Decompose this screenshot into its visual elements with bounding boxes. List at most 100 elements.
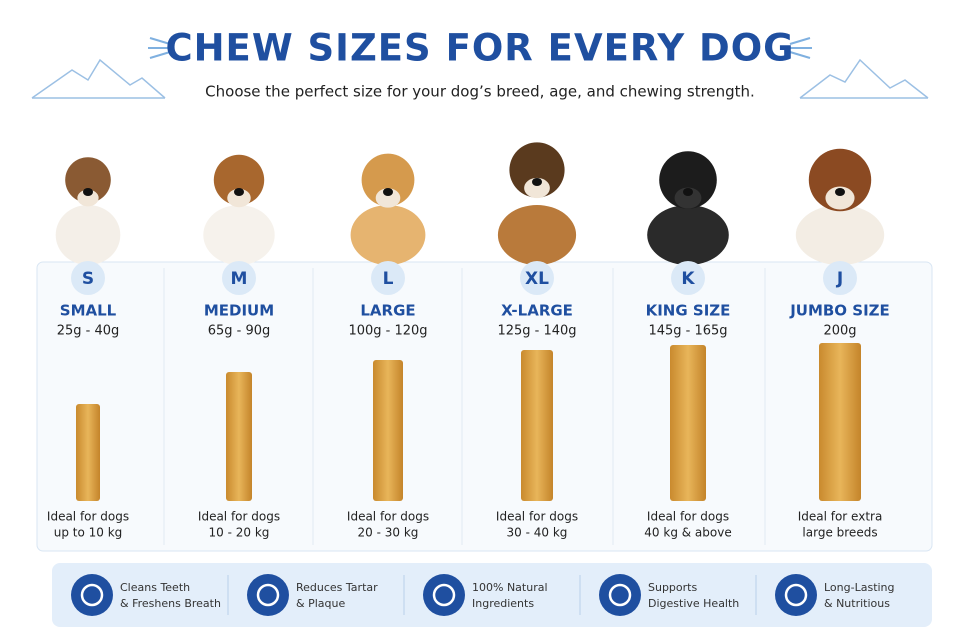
size-badge (671, 261, 705, 295)
title: CHEW SIZES FOR EVERY DOG (165, 27, 794, 70)
feature-text: Long-Lasting (824, 581, 895, 594)
size-badge-letter: K (681, 269, 695, 289)
dog-illustration (647, 151, 729, 265)
size-column: S SMALL 25g - 40g Ideal for dogs up to 10 kg (47, 157, 129, 540)
dog-illustration (497, 142, 577, 265)
dog-muzzle (77, 189, 99, 207)
size-name: MEDIUM (204, 302, 274, 320)
size-badge (520, 261, 554, 295)
size-name: X-LARGE (501, 302, 573, 320)
dog-body (497, 205, 577, 265)
size-description: Ideal for dogs (347, 510, 429, 524)
feature-icon-inner (608, 583, 632, 607)
dog-nose (532, 178, 542, 186)
dog-head (808, 148, 872, 212)
feature-icon (775, 574, 817, 616)
chew-stick (819, 343, 861, 501)
size-weight: 100g - 120g (348, 324, 427, 339)
size-panel (36, 261, 933, 552)
size-badge (823, 261, 857, 295)
size-weight: 65g - 90g (208, 324, 271, 339)
dog-body (647, 205, 729, 265)
chew-stick (226, 372, 252, 501)
feature-icon-inner (256, 583, 280, 607)
size-badge-letter: J (836, 269, 843, 289)
size-description: Ideal for dogs (496, 510, 578, 524)
size-badge-letter: S (82, 269, 94, 289)
dog-head (65, 157, 111, 203)
chew-stick (670, 345, 706, 501)
size-badge (71, 261, 105, 295)
size-description: 20 - 30 kg (358, 526, 419, 540)
dog-nose (835, 188, 845, 196)
size-badge-letter: M (231, 269, 248, 289)
subtitle: Choose the perfect size for your dog’s b… (205, 83, 755, 101)
dog-nose (383, 188, 393, 196)
feature-text: Supports (648, 581, 697, 594)
size-name: LARGE (360, 302, 415, 320)
dog-body (350, 205, 426, 265)
dog-muzzle (227, 188, 251, 208)
feature-text: 100% Natural (472, 581, 548, 594)
size-badge (371, 261, 405, 295)
size-column: XL X-LARGE 125g - 140g Ideal for dogs 30 - 4… (461, 142, 578, 545)
dog-muzzle (674, 187, 702, 209)
size-description: Ideal for dogs (198, 510, 280, 524)
size-badge (222, 261, 256, 295)
feature-text: Digestive Health (648, 597, 739, 610)
feature-text: & Freshens Breath (120, 597, 221, 610)
size-description: Ideal for extra (798, 510, 883, 524)
feature: Supports Digestive Health (579, 574, 739, 616)
dog-head (509, 142, 565, 198)
feature-text: Ingredients (472, 597, 534, 610)
size-column: J JUMBO SIZE 200g Ideal for extra large bree… (764, 148, 890, 545)
dog-illustration (55, 157, 121, 265)
feature-text: Reduces Tartar (296, 581, 378, 594)
size-description: up to 10 kg (54, 526, 123, 540)
feature-icon (71, 574, 113, 616)
dog-head (361, 153, 415, 207)
dog-muzzle (375, 188, 401, 208)
size-weight: 25g - 40g (57, 324, 120, 339)
size-column: K KING SIZE 145g - 165g Ideal for dogs 40 kg… (612, 151, 732, 545)
feature: Reduces Tartar & Plaque (227, 574, 378, 616)
dog-illustration (795, 148, 885, 265)
feature-icon (599, 574, 641, 616)
feature-icon-inner (784, 583, 808, 607)
dog-body (55, 205, 121, 265)
size-description: 10 - 20 kg (209, 526, 270, 540)
size-description: 30 - 40 kg (507, 526, 568, 540)
dog-muzzle (825, 186, 855, 210)
mountains-left (31, 58, 166, 99)
feature-icon (423, 574, 465, 616)
size-column: L LARGE 100g - 120g Ideal for dogs 20 - 30 k… (312, 153, 429, 545)
feature-icon-inner (432, 583, 456, 607)
dog-nose (83, 188, 93, 196)
size-description: Ideal for dogs (47, 510, 129, 524)
size-description: large breeds (802, 526, 877, 540)
feature: Cleans Teeth & Freshens Breath (71, 574, 221, 616)
dog-illustration (350, 153, 426, 265)
feature-text: & Plaque (296, 597, 345, 610)
size-name: SMALL (60, 302, 117, 320)
size-weight: 125g - 140g (497, 324, 576, 339)
dog-body (203, 205, 275, 265)
size-badge-letter: XL (525, 269, 549, 289)
dog-nose (683, 188, 693, 196)
size-columns: S SMALL 25g - 40g Ideal for dogs up to 10 kg… (47, 142, 890, 545)
size-name: KING SIZE (646, 302, 731, 320)
dog-muzzle (524, 177, 550, 199)
feature-text: Cleans Teeth (120, 581, 190, 594)
size-column: M MEDIUM 65g - 90g Ideal for dogs 10 - 20 kg (163, 154, 280, 545)
dog-head (659, 151, 717, 209)
size-name: JUMBO SIZE (789, 302, 890, 320)
size-weight: 200g (823, 324, 856, 339)
chew-stick (521, 350, 553, 501)
title-dashes (148, 37, 812, 59)
size-badge-letter: L (383, 269, 394, 289)
feature: Long-Lasting & Nutritious (755, 574, 895, 616)
size-description: 40 kg & above (644, 526, 731, 540)
dog-head (213, 154, 265, 206)
feature-icon (247, 574, 289, 616)
